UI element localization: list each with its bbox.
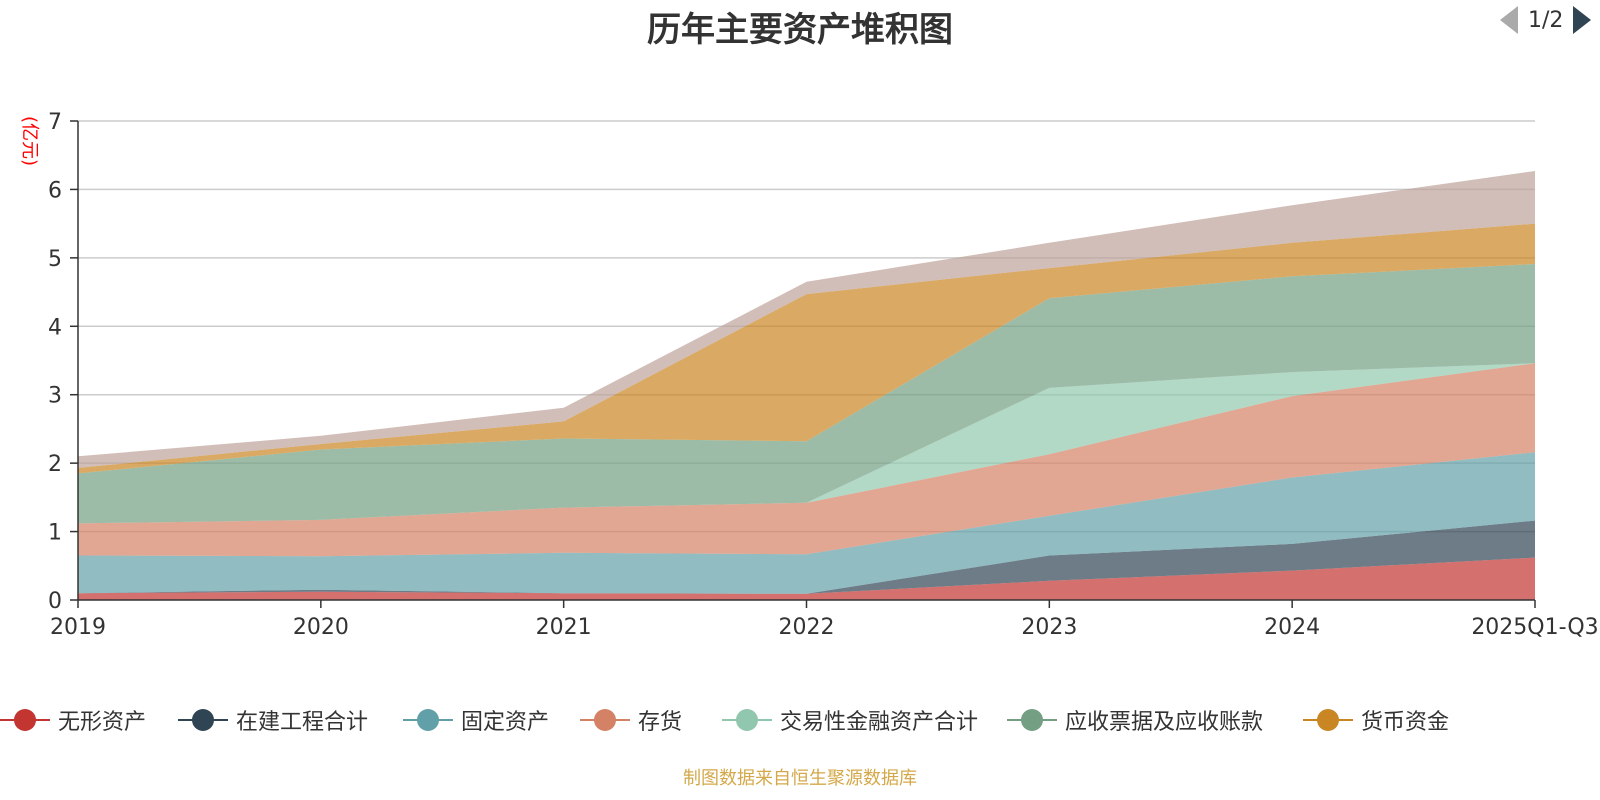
y-tick-label: 2 bbox=[48, 452, 62, 477]
x-tick-label: 2024 bbox=[1264, 615, 1320, 640]
legend-marker-icon bbox=[722, 700, 772, 740]
x-tick-label: 2022 bbox=[779, 615, 835, 640]
legend-label: 存货 bbox=[638, 710, 683, 735]
legend-item[interactable]: 无形资产 bbox=[0, 700, 146, 740]
area-series-4[interactable] bbox=[78, 363, 1535, 524]
area-series-5[interactable] bbox=[78, 264, 1535, 524]
legend-pager: 1/2 bbox=[1500, 0, 1592, 40]
legend-marker-icon bbox=[580, 700, 630, 740]
legend-label: 无形资产 bbox=[58, 710, 147, 735]
y-axis-unit-label: (亿元) bbox=[19, 116, 40, 166]
legend-marker-icon bbox=[178, 700, 228, 740]
y-tick-label: 7 bbox=[48, 110, 62, 135]
x-tick-label: 2021 bbox=[536, 615, 592, 640]
y-tick-label: 4 bbox=[48, 315, 62, 340]
legend-label: 应收票据及应收账款 bbox=[1065, 710, 1264, 735]
data-source-note: 制图数据来自恒生聚源数据库 bbox=[683, 768, 917, 789]
area-series-0[interactable] bbox=[78, 557, 1535, 600]
legend-marker-icon bbox=[1007, 700, 1057, 740]
x-tick-label: 2025Q1-Q3 bbox=[1471, 615, 1598, 640]
legend-item[interactable]: 应收票据及应收账款 bbox=[1007, 700, 1263, 740]
legend-item[interactable]: 交易性金融资产合计 bbox=[722, 700, 978, 740]
x-tick-label: 2019 bbox=[50, 615, 106, 640]
area-series-6[interactable] bbox=[78, 223, 1535, 474]
y-tick-label: 6 bbox=[48, 178, 62, 203]
area-series-2[interactable] bbox=[78, 452, 1535, 594]
legend-label: 交易性金融资产合计 bbox=[780, 710, 979, 735]
legend-next-page-icon[interactable] bbox=[1573, 6, 1592, 34]
x-tick-label: 2020 bbox=[293, 615, 349, 640]
legend-item[interactable]: 货币资金 bbox=[1303, 700, 1449, 740]
y-tick-label: 5 bbox=[48, 247, 62, 272]
area-series-7[interactable] bbox=[78, 171, 1535, 468]
legend-prev-page-icon[interactable] bbox=[1500, 6, 1518, 34]
legend-page-indicator: 1/2 bbox=[1528, 7, 1564, 33]
y-tick-label: 0 bbox=[48, 589, 62, 614]
area-series-3[interactable] bbox=[78, 363, 1535, 557]
chart-plot: (亿元) 0 1 2 3 4 5 6 7 2019 2020 2021 2022 2023 2024 202… bbox=[19, 110, 1599, 640]
legend-label: 在建工程合计 bbox=[236, 710, 369, 735]
legend-marker-icon bbox=[0, 700, 50, 740]
legend-item[interactable]: 存货 bbox=[580, 700, 682, 740]
legend: 无形资产 在建工程合计 固定资产 存货 交易性金融资产合计 应收票据及应收账款 货币资金 bbox=[0, 700, 1600, 740]
legend-item[interactable]: 在建工程合计 bbox=[178, 700, 368, 740]
y-tick-label: 1 bbox=[48, 521, 62, 546]
legend-marker-icon bbox=[403, 700, 453, 740]
legend-label: 固定资产 bbox=[461, 710, 550, 735]
legend-marker-icon bbox=[1303, 700, 1353, 740]
chart-title: 历年主要资产堆积图 bbox=[647, 10, 953, 50]
y-tick-label: 3 bbox=[48, 384, 62, 409]
legend-label: 货币资金 bbox=[1361, 710, 1450, 735]
area-series-1[interactable] bbox=[78, 520, 1535, 594]
legend-item[interactable]: 固定资产 bbox=[403, 700, 549, 740]
x-tick-label: 2023 bbox=[1021, 615, 1077, 640]
